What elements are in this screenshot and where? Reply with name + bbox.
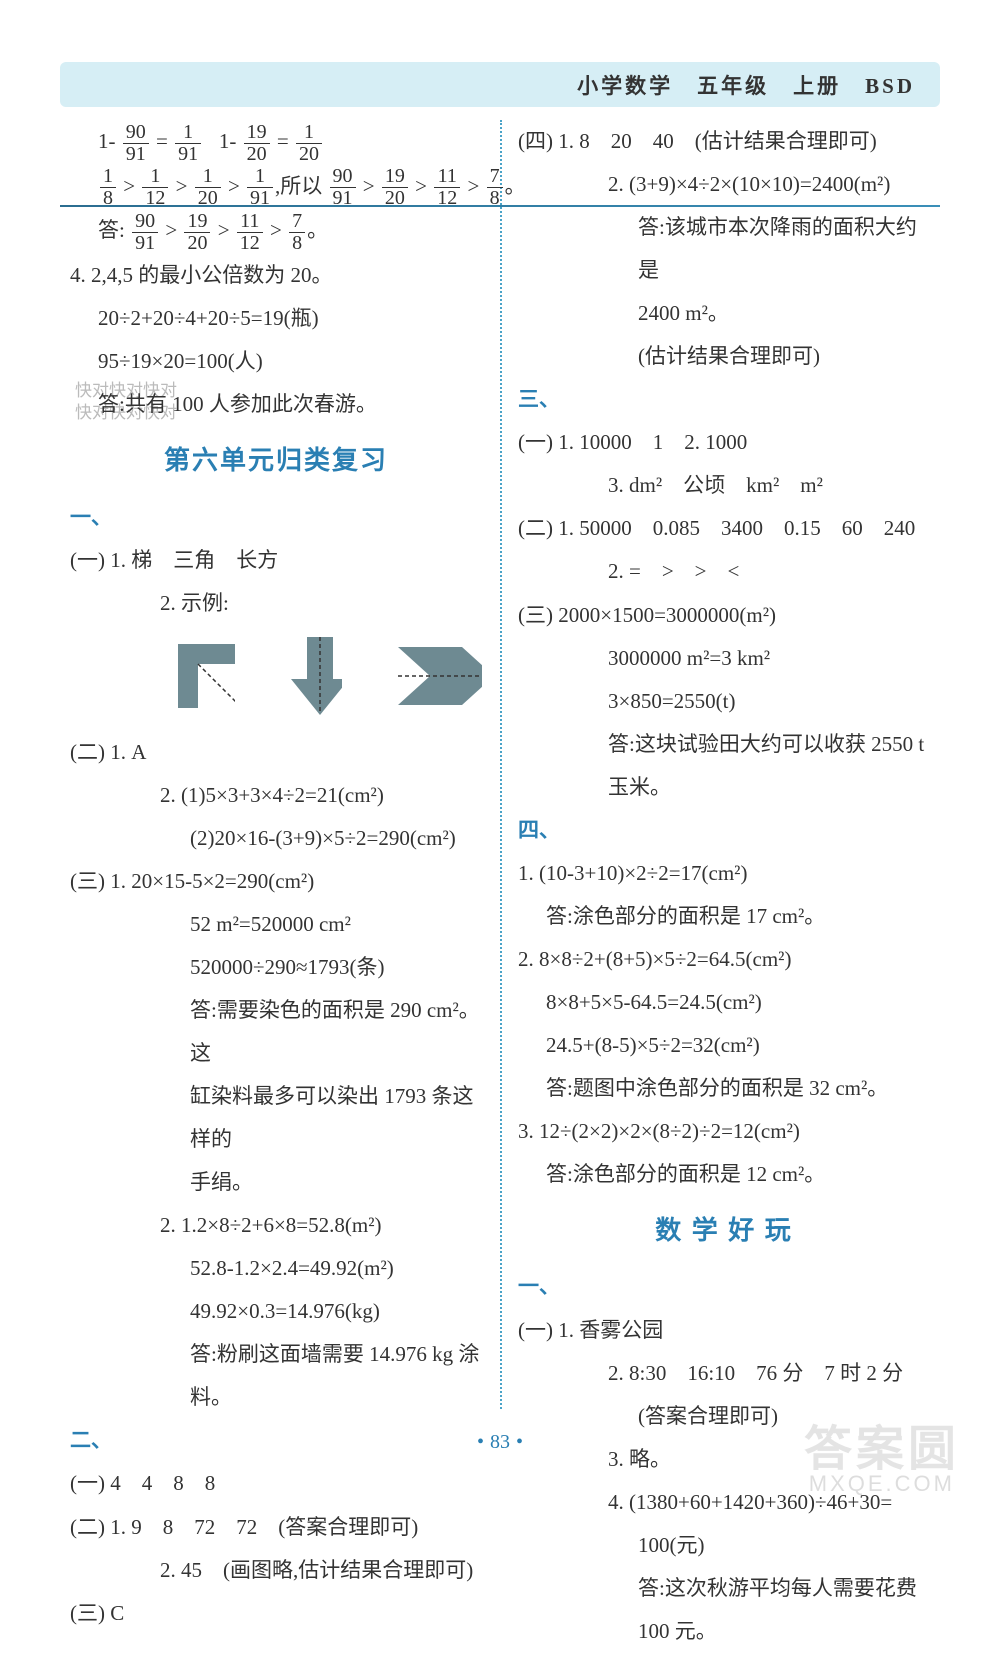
text-line: 3000000 m²=3 km² (518, 637, 930, 680)
text-line: (估计结果合理即可) (518, 335, 930, 378)
text-line: 答:共有 100 人参加此次春游。 (70, 383, 482, 426)
text-line: 52 m²=520000 cm² (70, 903, 482, 946)
unit6-title: 第六单元归类复习 (70, 434, 482, 487)
section-num: 一、 (518, 1265, 930, 1308)
text-line: 3. dm² 公顷 km² m² (518, 464, 930, 507)
page-num-value: 83 (490, 1431, 510, 1453)
section-num: 三、 (518, 378, 930, 421)
text-line: 答:这次秋游平均每人需要花费 100 元。 (518, 1567, 930, 1653)
text-line: (三) C (70, 1592, 482, 1635)
text-line: 2. 1.2×8÷2+6×8=52.8(m²) (70, 1204, 482, 1247)
text-line: (四) 1. 8 20 40 (估计结果合理即可) (518, 120, 930, 163)
shape-arrow-down (285, 631, 342, 721)
content-area: 1- 9091 = 191 1- 1920 = 120 18 > 112 > 1… (70, 120, 930, 1419)
fun-title: 数 学 好 玩 (518, 1204, 930, 1257)
text-line: 4. 2,4,5 的最小公倍数为 20。 (70, 254, 482, 297)
text-line: (一) 1. 香雾公园 (518, 1309, 930, 1352)
text-line: (三) 2000×1500=3000000(m²) (518, 594, 930, 637)
text-line: 答:粉刷这面墙需要 14.976 kg 涂料。 (70, 1333, 482, 1419)
text-line: 2. (1)5×3+3×4÷2=21(cm²) (70, 774, 482, 817)
text-line: 52.8-1.2×2.4=49.92(m²) (70, 1247, 482, 1290)
example-shapes (70, 631, 482, 721)
eq-line: 答: 9091 > 1920 > 1112 > 78。 (70, 209, 482, 254)
text-line: (二) 1. 50000 0.085 3400 0.15 60 240 (518, 507, 930, 550)
left-column: 1- 9091 = 191 1- 1920 = 120 18 > 112 > 1… (70, 120, 500, 1419)
text-line: 手绢。 (70, 1161, 482, 1204)
text-line: (三) 1. 20×15-5×2=290(cm²) (70, 860, 482, 903)
text-line: 答:该城市本次降雨的面积大约是 (518, 206, 930, 292)
text-line: 2. 45 (画图略,估计结果合理即可) (70, 1549, 482, 1592)
text-line: 缸染料最多可以染出 1793 条这样的 (70, 1075, 482, 1161)
text-line: 1. (10-3+10)×2÷2=17(cm²) (518, 852, 930, 895)
watermark-mxqe: MXQE.COM (809, 1471, 955, 1497)
text-line: (一) 1. 梯 三角 长方 (70, 539, 482, 582)
shape-l-bracket (170, 636, 235, 716)
text-line: (二) 1. 9 8 72 72 (答案合理即可) (70, 1506, 482, 1549)
text-line: 520000÷290≈1793(条) (70, 946, 482, 989)
text-line: 24.5+(8-5)×5÷2=32(cm²) (518, 1024, 930, 1067)
text-line: 3×850=2550(t) (518, 680, 930, 723)
text-line: 玉米。 (518, 766, 930, 809)
eq-line: 1- 9091 = 191 1- 1920 = 120 (70, 120, 482, 165)
text-line: 49.92×0.3=14.976(kg) (70, 1290, 482, 1333)
shape-chevron-right (392, 641, 482, 711)
text-line: 2. 8×8÷2+(8+5)×5÷2=64.5(cm²) (518, 938, 930, 981)
watermark-answer: 答案圆 (804, 1409, 960, 1479)
text-line: 2400 m²。 (518, 292, 930, 335)
text-line: 95÷19×20=100(人) (70, 340, 482, 383)
text-line: 2. 8:30 16:10 76 分 7 时 2 分 (518, 1352, 930, 1395)
text-line: (一) 4 4 8 8 (70, 1462, 482, 1505)
text-line: 20÷2+20÷4+20÷5=19(瓶) (70, 297, 482, 340)
text-line: 2. 示例: (70, 582, 482, 625)
eq-line: 18 > 112 > 120 > 191,所以 9091 > 1920 > 11… (70, 165, 482, 210)
text-line: (二) 1. A (70, 731, 482, 774)
section-num: 一、 (70, 496, 482, 539)
text-line: 100(元) (518, 1524, 930, 1567)
page-header: 小学数学 五年级 上册 BSD (577, 70, 915, 100)
text-line: 答:涂色部分的面积是 12 cm²。 (518, 1153, 930, 1196)
text-line: (2)20×16-(3+9)×5÷2=290(cm²) (70, 817, 482, 860)
right-column: (四) 1. 8 20 40 (估计结果合理即可) 2. (3+9)×4÷2×(… (500, 120, 930, 1419)
text-line: 答:需要染色的面积是 290 cm²。这 (70, 989, 482, 1075)
text-line: (一) 1. 10000 1 2. 1000 (518, 421, 930, 464)
text-line: 2. (3+9)×4÷2×(10×10)=2400(m²) (518, 163, 930, 206)
text-line: 答:题图中涂色部分的面积是 32 cm²。 (518, 1067, 930, 1110)
text-line: 2. = > > < (518, 550, 930, 593)
section-num: 四、 (518, 809, 930, 852)
text-line: 8×8+5×5-64.5=24.5(cm²) (518, 981, 930, 1024)
text-line: 答:这块试验田大约可以收获 2550 t (518, 723, 930, 766)
text-line: 3. 12÷(2×2)×2×(8÷2)÷2=12(cm²) (518, 1110, 930, 1153)
text-line: 答:涂色部分的面积是 17 cm²。 (518, 895, 930, 938)
